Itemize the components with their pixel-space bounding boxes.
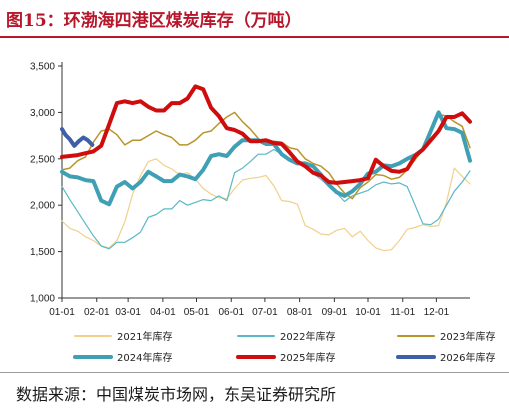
x-tick-label: 11-01 (390, 307, 415, 318)
legend-label-3: 2023年库存 (440, 330, 495, 343)
figure-header: 图15：环渤海四港区煤炭库存（万吨） (0, 0, 509, 38)
chart-axes: 1,000 1,500 2,000 2,500 3,000 3,500 01-01 02-01… (30, 62, 470, 318)
legend-label-4: 2024年库存 (117, 351, 172, 364)
x-tick-label: 02-01 (84, 307, 110, 318)
chart-series (60, 84, 472, 252)
y-tick-label: 1,500 (30, 247, 55, 258)
y-tick-label: 3,500 (30, 62, 55, 73)
series-line-6 (60, 127, 95, 148)
source-footer: 数据来源：中国煤炭市场网，东吴证券研究所 (0, 372, 509, 411)
x-tick-label: 06-01 (218, 307, 244, 318)
x-tick-label: 12-01 (424, 307, 450, 318)
legend-label-2: 2022年库存 (280, 330, 335, 343)
series-line-1 (61, 158, 471, 252)
series-line-4 (60, 110, 472, 207)
y-tick-label: 1,000 (30, 294, 55, 305)
y-tick-label: 2,500 (30, 154, 55, 165)
x-tick-label: 07-01 (252, 307, 278, 318)
x-tick-label: 05-01 (184, 307, 210, 318)
figure-title: 图15：环渤海四港区煤炭库存（万吨） (6, 11, 302, 31)
x-tick-label: 04-01 (150, 307, 176, 318)
x-tick-label: 03-01 (115, 307, 141, 318)
x-tick-label: 08-01 (287, 307, 313, 318)
line-chart: 1,000 1,500 2,000 2,500 3,000 3,500 01-01 02-01… (30, 62, 495, 365)
series-line-2 (61, 148, 471, 250)
source-text: 数据来源：中国煤炭市场网，东吴证券研究所 (16, 385, 337, 404)
series-line-5 (60, 84, 472, 185)
legend-label-1: 2021年库存 (117, 330, 172, 343)
legend-label-5: 2025年库存 (280, 351, 335, 364)
series-line-3 (61, 111, 471, 200)
legend-label-6: 2026年库存 (440, 351, 495, 364)
y-tick-label: 3,000 (30, 108, 55, 119)
x-tick-label: 09-01 (322, 307, 348, 318)
y-tick-label: 2,000 (30, 201, 55, 212)
x-tick-label: 10-01 (355, 307, 381, 318)
chart-legend: 2021年库存 2022年库存 2023年库存 2024年库存 2025年库存 2026年… (73, 330, 495, 364)
x-tick-label: 01-01 (49, 307, 75, 318)
